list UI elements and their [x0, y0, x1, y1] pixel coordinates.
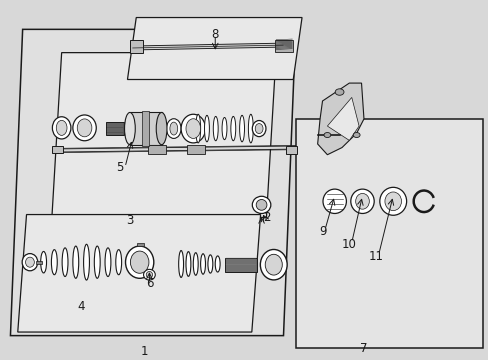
Bar: [148, 145, 165, 154]
Ellipse shape: [323, 189, 346, 213]
Ellipse shape: [207, 255, 212, 273]
Polygon shape: [18, 215, 260, 332]
Bar: [52, 146, 62, 153]
Polygon shape: [52, 53, 276, 217]
Ellipse shape: [73, 115, 96, 141]
Ellipse shape: [193, 253, 198, 275]
Bar: [295, 119, 483, 348]
Ellipse shape: [248, 114, 253, 143]
Ellipse shape: [215, 256, 220, 272]
Bar: [130, 112, 161, 145]
Ellipse shape: [143, 269, 155, 280]
Ellipse shape: [83, 244, 89, 280]
Bar: [105, 122, 124, 135]
Ellipse shape: [105, 248, 111, 276]
Text: 8: 8: [211, 28, 219, 41]
Ellipse shape: [256, 199, 266, 210]
Ellipse shape: [350, 189, 373, 213]
Polygon shape: [127, 18, 302, 80]
Ellipse shape: [384, 192, 401, 211]
Ellipse shape: [94, 246, 100, 278]
Ellipse shape: [130, 251, 149, 273]
Bar: [142, 111, 149, 146]
Ellipse shape: [185, 119, 200, 139]
Ellipse shape: [213, 116, 218, 141]
Ellipse shape: [255, 123, 263, 134]
Text: 5: 5: [116, 161, 123, 174]
Text: 9: 9: [318, 225, 325, 238]
Bar: [130, 40, 142, 53]
Ellipse shape: [62, 248, 68, 276]
Bar: [285, 146, 296, 154]
Ellipse shape: [156, 112, 166, 145]
Ellipse shape: [260, 249, 286, 280]
Ellipse shape: [41, 251, 46, 273]
Ellipse shape: [25, 257, 34, 267]
Text: 4: 4: [77, 301, 85, 314]
Ellipse shape: [200, 254, 205, 274]
Ellipse shape: [146, 271, 152, 278]
Polygon shape: [317, 83, 363, 155]
Ellipse shape: [178, 251, 183, 278]
Ellipse shape: [239, 115, 244, 142]
Text: 11: 11: [368, 250, 383, 263]
Text: 6: 6: [145, 277, 153, 290]
Text: 2: 2: [262, 211, 270, 224]
Ellipse shape: [51, 249, 57, 275]
Ellipse shape: [124, 112, 135, 145]
Text: 7: 7: [360, 342, 367, 355]
Bar: [274, 40, 293, 52]
Ellipse shape: [52, 117, 71, 139]
Ellipse shape: [73, 246, 79, 278]
Bar: [224, 258, 256, 272]
Ellipse shape: [379, 187, 406, 215]
Ellipse shape: [230, 116, 235, 141]
Polygon shape: [327, 98, 358, 140]
Ellipse shape: [125, 246, 154, 278]
Ellipse shape: [252, 121, 265, 137]
Ellipse shape: [204, 115, 209, 142]
Ellipse shape: [116, 249, 122, 275]
Ellipse shape: [222, 117, 226, 140]
Polygon shape: [10, 30, 295, 336]
Bar: [137, 243, 143, 247]
Bar: [36, 261, 41, 264]
Ellipse shape: [77, 119, 92, 137]
Ellipse shape: [22, 253, 38, 271]
Ellipse shape: [324, 132, 330, 138]
Text: 3: 3: [126, 215, 133, 228]
Ellipse shape: [355, 193, 368, 209]
Text: 10: 10: [341, 238, 356, 251]
Ellipse shape: [185, 252, 190, 276]
Ellipse shape: [195, 114, 200, 143]
Ellipse shape: [334, 89, 343, 95]
Ellipse shape: [169, 122, 177, 135]
Ellipse shape: [352, 132, 359, 138]
Text: 1: 1: [141, 345, 148, 357]
Ellipse shape: [252, 196, 270, 213]
Ellipse shape: [181, 114, 205, 143]
Bar: [186, 145, 204, 154]
Ellipse shape: [166, 119, 181, 139]
Ellipse shape: [264, 254, 282, 275]
Ellipse shape: [56, 120, 67, 135]
